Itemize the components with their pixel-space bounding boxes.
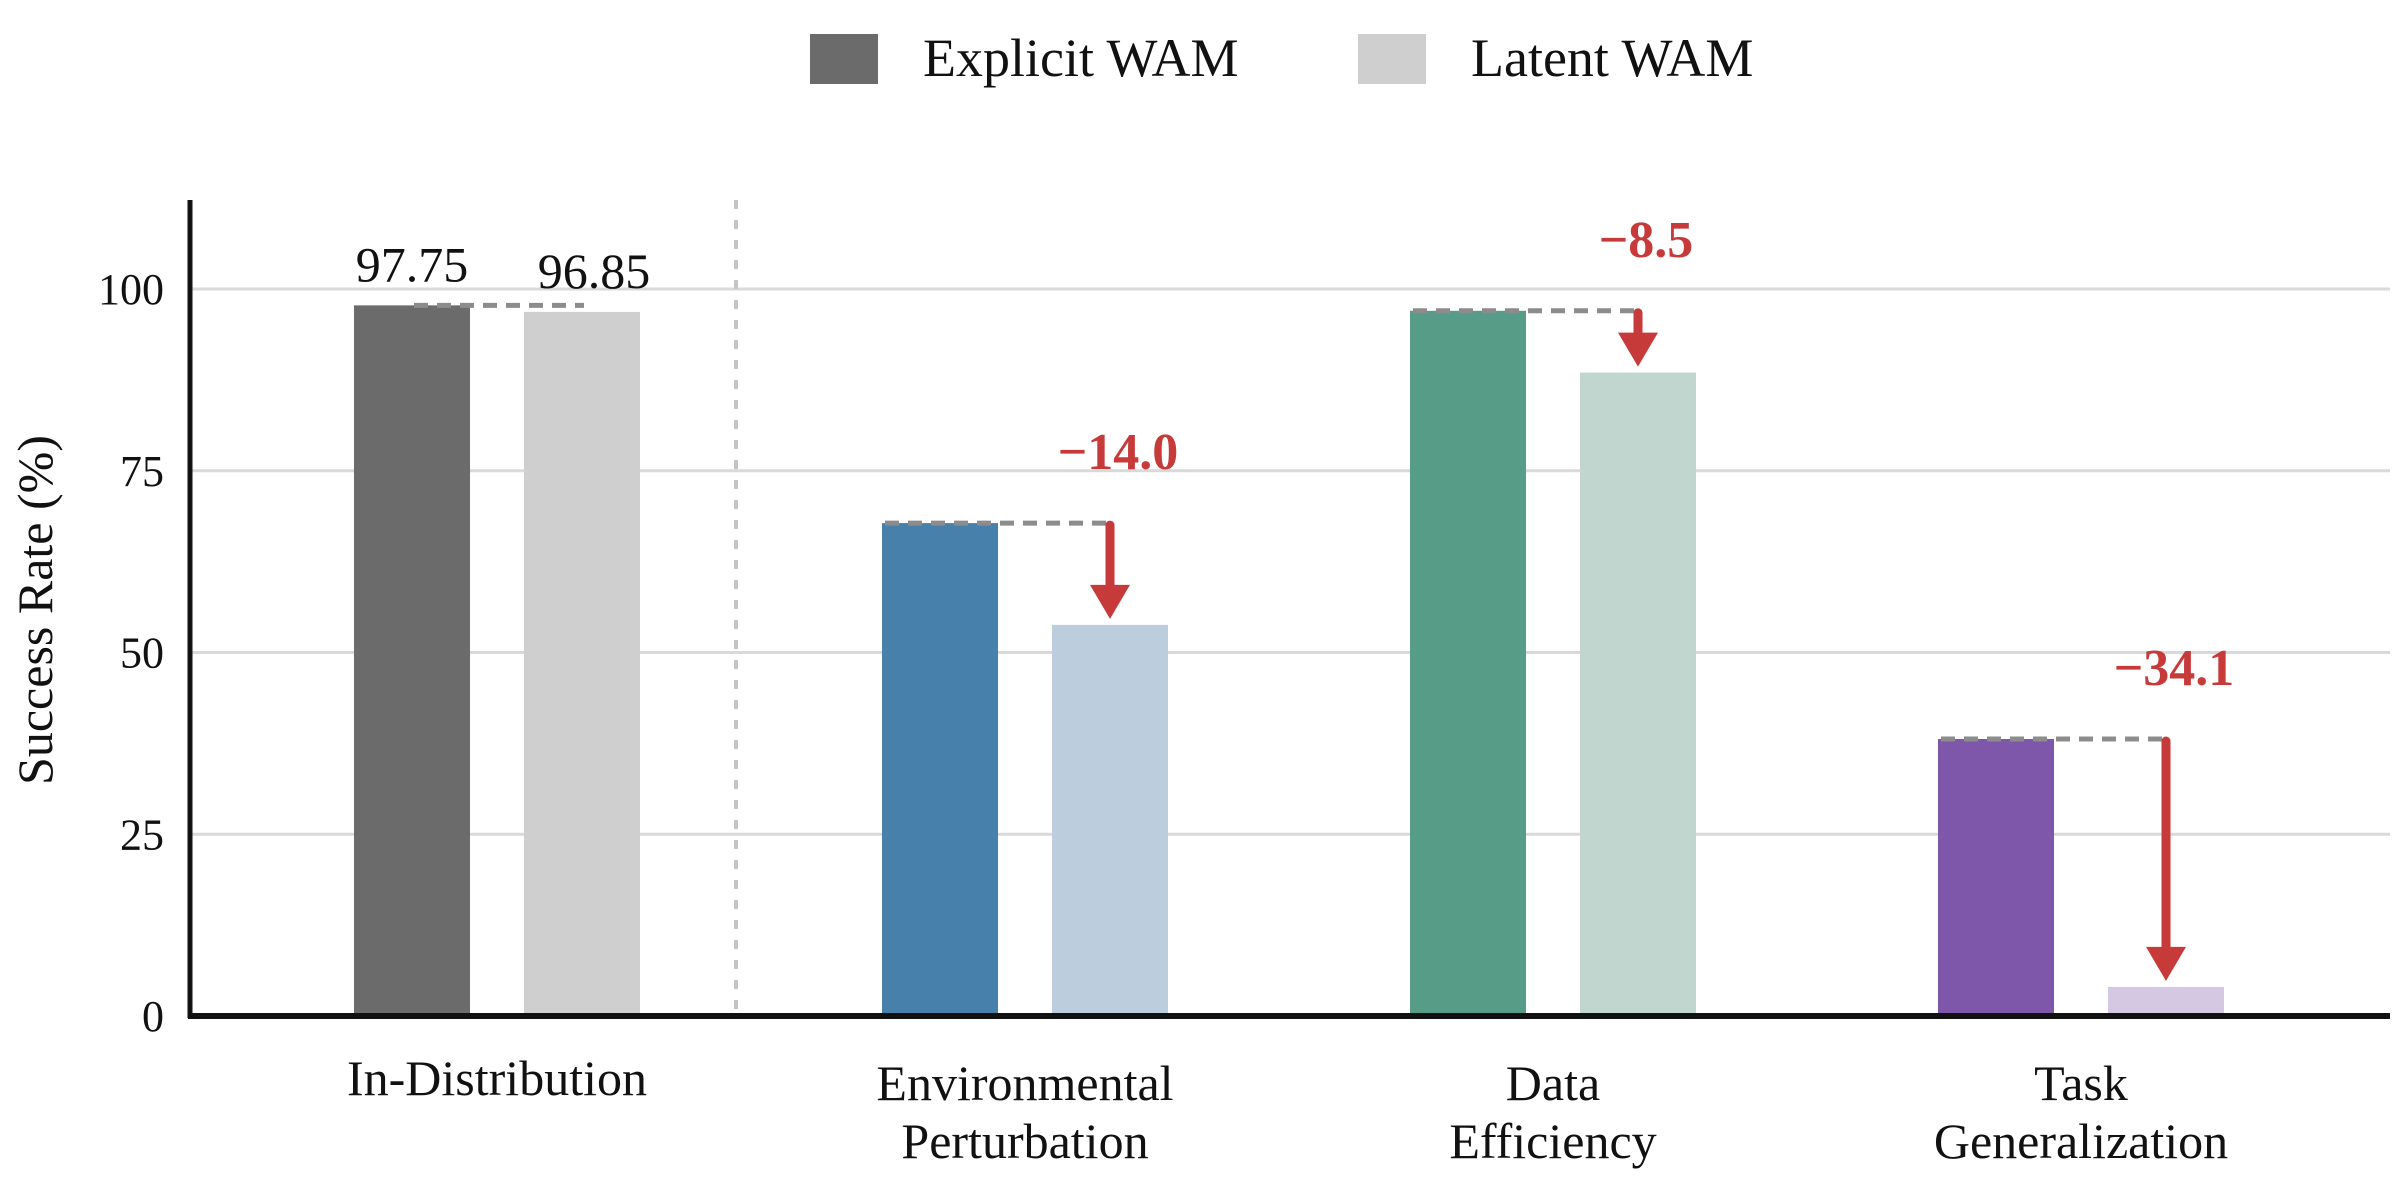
legend-swatch [1358, 34, 1426, 84]
data-label: 97.75 [356, 236, 469, 292]
x-tick-label: Environmental [876, 1055, 1173, 1111]
grid-lines [190, 200, 2390, 1016]
delta-label: −8.5 [1599, 212, 1694, 269]
bars [354, 305, 2224, 1017]
bar [882, 523, 998, 1016]
drop-arrow-head [1618, 332, 1658, 367]
axes: 0 25 50 75 100 In-Distribution EnvironmentalPe… [98, 200, 2390, 1169]
legend: Explicit WAM Latent WAM [810, 28, 1753, 88]
y-axis-label: Success Rate (%) [7, 435, 63, 785]
delta-label: −14.0 [1058, 424, 1179, 481]
data-label: 96.85 [538, 243, 651, 299]
y-tick-label: 25 [120, 810, 164, 859]
y-tick-label: 75 [120, 447, 164, 496]
x-tick-label: Perturbation [901, 1113, 1148, 1169]
y-tick-label: 0 [142, 992, 164, 1041]
bar [1938, 739, 2054, 1016]
y-tick-label: 100 [98, 265, 164, 314]
x-tick-label: Generalization [1934, 1113, 2228, 1169]
delta-label: −34.1 [2114, 640, 2235, 697]
bar [524, 311, 640, 1016]
bar [1580, 372, 1696, 1017]
legend-label: Explicit WAM [923, 28, 1238, 88]
drop-arrow-head [2146, 946, 2186, 981]
x-tick-label: Data [1506, 1055, 1600, 1111]
bar [1410, 310, 1526, 1016]
bar [354, 305, 470, 1016]
drop-arrow-head [1090, 584, 1130, 619]
x-tick-label: Task [2034, 1055, 2128, 1111]
legend-swatch [810, 34, 878, 84]
x-tick-label: In-Distribution [347, 1050, 647, 1106]
legend-label: Latent WAM [1471, 28, 1753, 88]
bar [2108, 986, 2224, 1016]
bar [1052, 624, 1168, 1016]
y-tick-label: 50 [120, 629, 164, 678]
annotations: 97.75 96.85 −14.0 −8.5 −34.1 [356, 212, 2235, 981]
x-tick-label: Efficiency [1449, 1113, 1656, 1169]
